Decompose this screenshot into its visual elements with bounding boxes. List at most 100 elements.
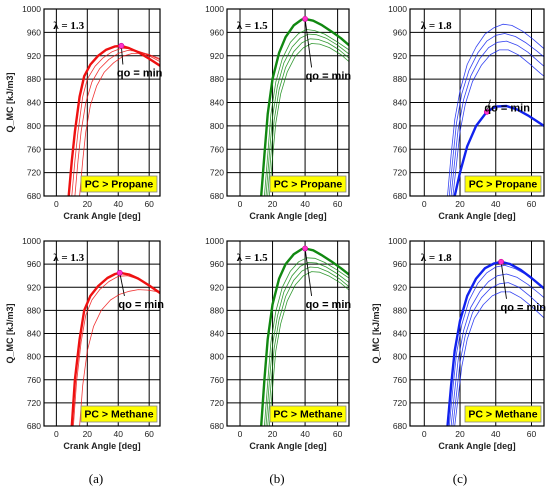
- plot-frame: [226, 8, 350, 197]
- series-line: [265, 262, 349, 426]
- y-tick-label: 840: [210, 329, 224, 339]
- y-tick-label: 880: [210, 305, 224, 315]
- annotation-label: qo = min: [484, 103, 530, 115]
- series-line: [264, 257, 349, 426]
- fuel-box: [269, 175, 347, 193]
- x-tick-label: 20: [455, 429, 465, 439]
- chart-panel-0: 0 20 40 60 680 720 760 800 840 880 920 960 1000 λ = 1…: [5, 4, 163, 221]
- y-tick-label: 1000: [388, 236, 407, 246]
- y-tick-label: 720: [27, 398, 41, 408]
- y-tick-label: 680: [210, 191, 224, 201]
- x-tick-label: 60: [144, 429, 154, 439]
- x-tick-label: 60: [527, 199, 537, 209]
- x-tick-label: 0: [238, 199, 243, 209]
- series-line-main: [260, 247, 349, 426]
- series-group: [447, 23, 544, 196]
- caption-a: (a): [89, 471, 103, 486]
- series-line-main: [260, 17, 349, 196]
- y-tick-label: 880: [27, 305, 41, 315]
- y-axis-label: Q_MC [kJ/m3]: [371, 303, 381, 363]
- annotation-label: qo = min: [306, 70, 352, 82]
- x-tick-label: 40: [300, 199, 310, 209]
- annotation-pointer: [304, 248, 313, 296]
- fuel-box-label: PC > Methane: [468, 409, 537, 421]
- series-line: [454, 291, 544, 426]
- chart-panel-5: 0 20 40 60 680 720 760 800 840 880 920 960 1000 λ = 1…: [371, 236, 546, 451]
- y-tick-label: 720: [393, 168, 407, 178]
- y-tick-label: 720: [210, 398, 224, 408]
- fuel-box-label: PC > Methane: [84, 409, 153, 421]
- caption-b: (b): [269, 471, 284, 486]
- y-tick-label: 800: [210, 121, 224, 131]
- plot-frame: [409, 240, 545, 427]
- y-tick-label: 680: [27, 191, 41, 201]
- annotation-label: qo = min: [500, 302, 546, 314]
- y-tick-label: 680: [210, 421, 224, 431]
- y-tick-label: 800: [27, 121, 41, 131]
- y-axis-label: Q_MC [kJ/m3]: [5, 303, 15, 363]
- series-group: [446, 260, 544, 426]
- annotation-label: qo = min: [117, 68, 163, 80]
- y-tick-label: 680: [393, 421, 407, 431]
- optimum-marker: [483, 108, 490, 115]
- plot-frame: [226, 240, 350, 427]
- series-line: [265, 33, 349, 196]
- series-line: [448, 33, 544, 196]
- annotation-label: qo = min: [118, 299, 164, 311]
- caption-c: (c): [453, 471, 467, 486]
- y-tick-label: 880: [393, 305, 407, 315]
- y-tick-label: 720: [210, 168, 224, 178]
- y-axis-label: Q_MC [kJ/m3]: [5, 72, 15, 132]
- y-tick-label: 800: [393, 352, 407, 362]
- x-tick-label: 40: [491, 429, 501, 439]
- x-tick-label: 0: [422, 429, 427, 439]
- fuel-box-label: PC > Propane: [469, 179, 538, 191]
- fuel-box: [80, 175, 158, 193]
- y-tick-label: 880: [27, 74, 41, 84]
- y-tick-label: 760: [27, 375, 41, 385]
- lambda-label: λ = 1.8: [421, 20, 452, 32]
- x-tick-label: 20: [455, 199, 465, 209]
- series-group: [260, 17, 349, 196]
- y-tick-label: 1000: [22, 236, 41, 246]
- y-tick-label: 800: [210, 352, 224, 362]
- series-line: [267, 38, 349, 196]
- y-tick-label: 880: [393, 74, 407, 84]
- fuel-box: [464, 175, 542, 193]
- x-tick-label: 60: [333, 199, 343, 209]
- fuel-box-label: PC > Propane: [85, 179, 154, 191]
- lambda-label: λ = 1.5: [237, 20, 268, 32]
- series-line: [450, 40, 544, 196]
- series-line-main: [453, 104, 544, 196]
- x-tick-label: 60: [333, 429, 343, 439]
- series-line: [268, 43, 349, 196]
- x-tick-label: 20: [83, 199, 93, 209]
- series-line: [79, 289, 160, 426]
- fuel-box: [269, 405, 347, 423]
- y-tick-label: 1000: [205, 236, 224, 246]
- y-tick-label: 1000: [388, 4, 407, 14]
- series-line: [264, 29, 349, 196]
- y-tick-label: 840: [393, 98, 407, 108]
- x-tick-label: 20: [268, 199, 278, 209]
- x-axis-label: Crank Angle [deg]: [63, 441, 140, 451]
- x-tick-label: 0: [54, 429, 59, 439]
- annotation-pointer: [500, 261, 507, 299]
- chart-panel-1: 0 20 40 60 680 720 760 800 840 880 920 960 1000 λ = 1…: [205, 4, 351, 221]
- y-tick-label: 720: [393, 398, 407, 408]
- annotation-label: qo = min: [306, 299, 352, 311]
- series-line-main: [67, 44, 160, 196]
- x-tick-label: 60: [144, 199, 154, 209]
- chart-panel-4: 0 20 40 60 680 720 760 800 840 880 920 960 1000 λ = 1…: [205, 236, 351, 451]
- fuel-box: [80, 405, 158, 423]
- series-line-main: [70, 271, 160, 426]
- optimum-marker: [302, 245, 308, 252]
- y-tick-label: 960: [393, 259, 407, 269]
- y-tick-label: 1000: [205, 4, 224, 14]
- y-tick-label: 840: [393, 329, 407, 339]
- plot-frame: [409, 8, 545, 197]
- y-tick-label: 960: [210, 27, 224, 37]
- optimum-marker: [302, 16, 308, 22]
- x-tick-label: 0: [54, 199, 59, 209]
